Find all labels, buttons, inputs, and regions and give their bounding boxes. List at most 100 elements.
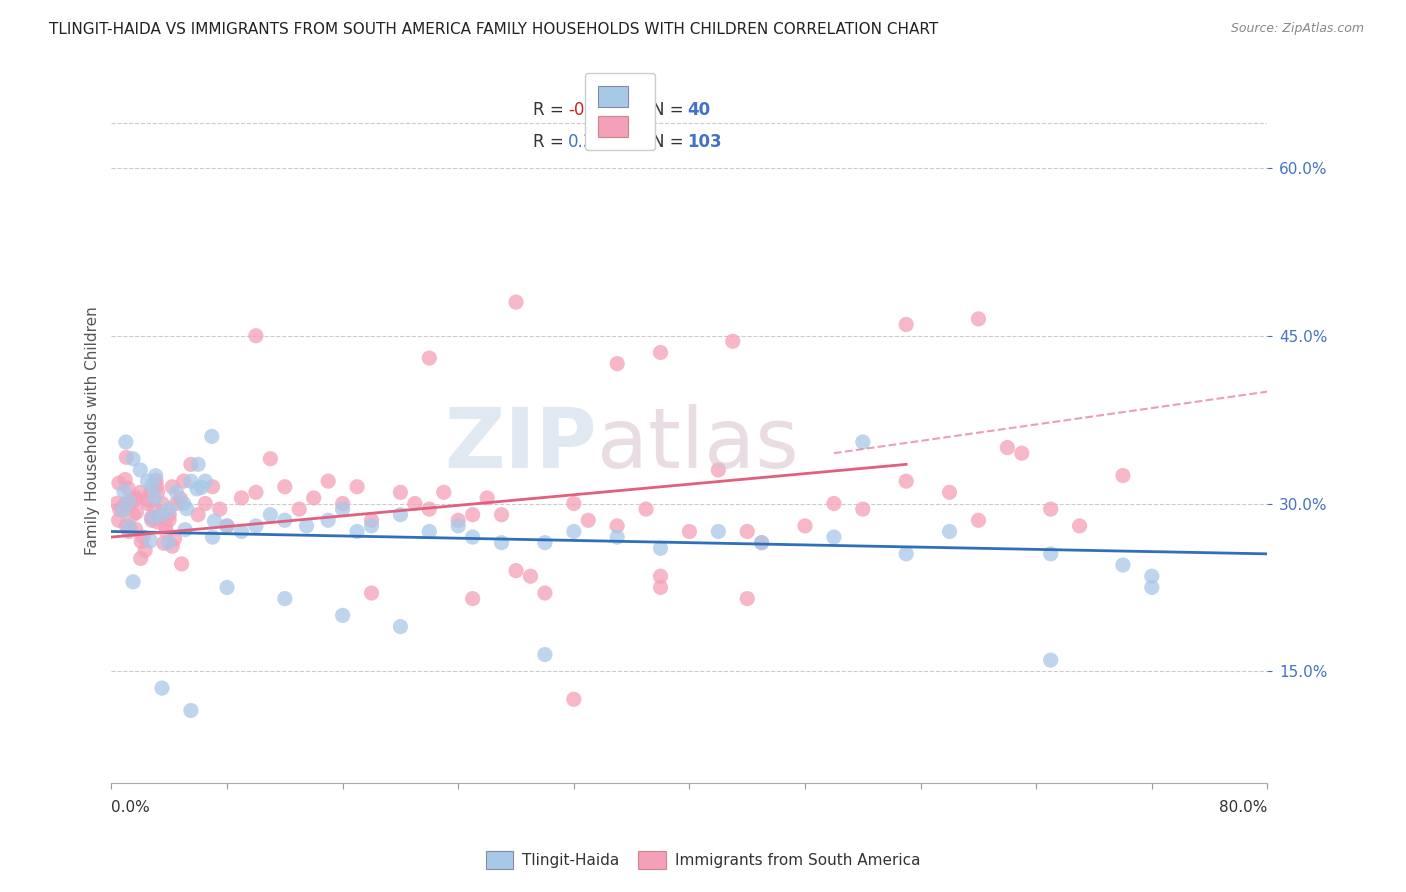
Point [157, 535, 180, 549]
Point [129, 551, 152, 566]
Point [145, 479, 167, 493]
Point [288, 502, 311, 516]
Point [967, 513, 990, 527]
Point [129, 534, 152, 549]
Point [118, 520, 141, 534]
Point [136, 496, 159, 510]
Point [153, 536, 176, 550]
Point [389, 508, 412, 522]
Point [122, 451, 145, 466]
Point [751, 535, 773, 549]
Point [360, 519, 382, 533]
Point [967, 312, 990, 326]
Y-axis label: Family Households with Children: Family Households with Children [86, 307, 100, 555]
Point [433, 485, 456, 500]
Point [896, 547, 918, 561]
Point [194, 474, 217, 488]
Point [145, 510, 167, 524]
Point [562, 496, 585, 510]
Point [360, 513, 382, 527]
Point [576, 513, 599, 527]
Point [139, 485, 162, 500]
Point [735, 591, 758, 606]
Point [115, 450, 138, 465]
Point [150, 681, 173, 695]
Text: 0.301: 0.301 [568, 133, 616, 151]
Point [534, 648, 557, 662]
Point [117, 494, 139, 508]
Point [180, 458, 202, 472]
Point [332, 502, 354, 516]
Text: R =: R = [533, 101, 569, 120]
Text: N =: N = [652, 133, 689, 151]
Point [215, 519, 238, 533]
Point [162, 539, 184, 553]
Text: 40: 40 [688, 101, 710, 120]
Point [259, 451, 281, 466]
Point [143, 491, 166, 505]
Text: 80.0%: 80.0% [1219, 800, 1267, 815]
Text: TLINGIT-HAIDA VS IMMIGRANTS FROM SOUTH AMERICA FAMILY HOUSEHOLDS WITH CHILDREN C: TLINGIT-HAIDA VS IMMIGRANTS FROM SOUTH A… [49, 22, 938, 37]
Point [1011, 446, 1033, 460]
Point [650, 581, 672, 595]
Point [142, 511, 165, 525]
Point [141, 510, 163, 524]
Legend: , : , [585, 72, 655, 151]
Point [650, 569, 672, 583]
Text: N =: N = [652, 101, 689, 120]
Point [174, 523, 197, 537]
Point [721, 334, 744, 349]
Point [650, 541, 672, 556]
Point [231, 491, 253, 505]
Point [173, 496, 195, 510]
Point [160, 480, 183, 494]
Point [107, 513, 129, 527]
Point [231, 524, 253, 539]
Point [606, 357, 628, 371]
Point [505, 295, 527, 310]
Point [115, 496, 138, 510]
Point [122, 574, 145, 589]
Point [852, 502, 875, 516]
Point [636, 502, 658, 516]
Point [302, 491, 325, 505]
Point [823, 530, 845, 544]
Point [562, 692, 585, 706]
Point [136, 474, 159, 488]
Point [125, 491, 148, 505]
Point [461, 591, 484, 606]
Text: R =: R = [533, 133, 575, 151]
Point [461, 508, 484, 522]
Point [157, 502, 180, 516]
Point [190, 480, 212, 494]
Point [112, 484, 135, 499]
Point [751, 535, 773, 549]
Point [295, 519, 318, 533]
Point [129, 485, 152, 500]
Point [823, 496, 845, 510]
Point [124, 522, 146, 536]
Point [201, 530, 224, 544]
Point [505, 564, 527, 578]
Point [735, 524, 758, 539]
Point [418, 502, 440, 516]
Point [155, 519, 177, 533]
Point [170, 557, 193, 571]
Point [1140, 569, 1163, 583]
Point [114, 473, 136, 487]
Point [491, 535, 513, 549]
Point [534, 535, 557, 549]
Point [491, 508, 513, 522]
Point [316, 513, 339, 527]
Point [129, 463, 152, 477]
Point [519, 569, 541, 583]
Point [1039, 547, 1062, 561]
Point [259, 508, 281, 522]
Point [163, 532, 186, 546]
Point [461, 530, 484, 544]
Point [1039, 502, 1062, 516]
Point [678, 524, 700, 539]
Point [389, 619, 412, 633]
Point [117, 497, 139, 511]
Point [150, 508, 173, 522]
